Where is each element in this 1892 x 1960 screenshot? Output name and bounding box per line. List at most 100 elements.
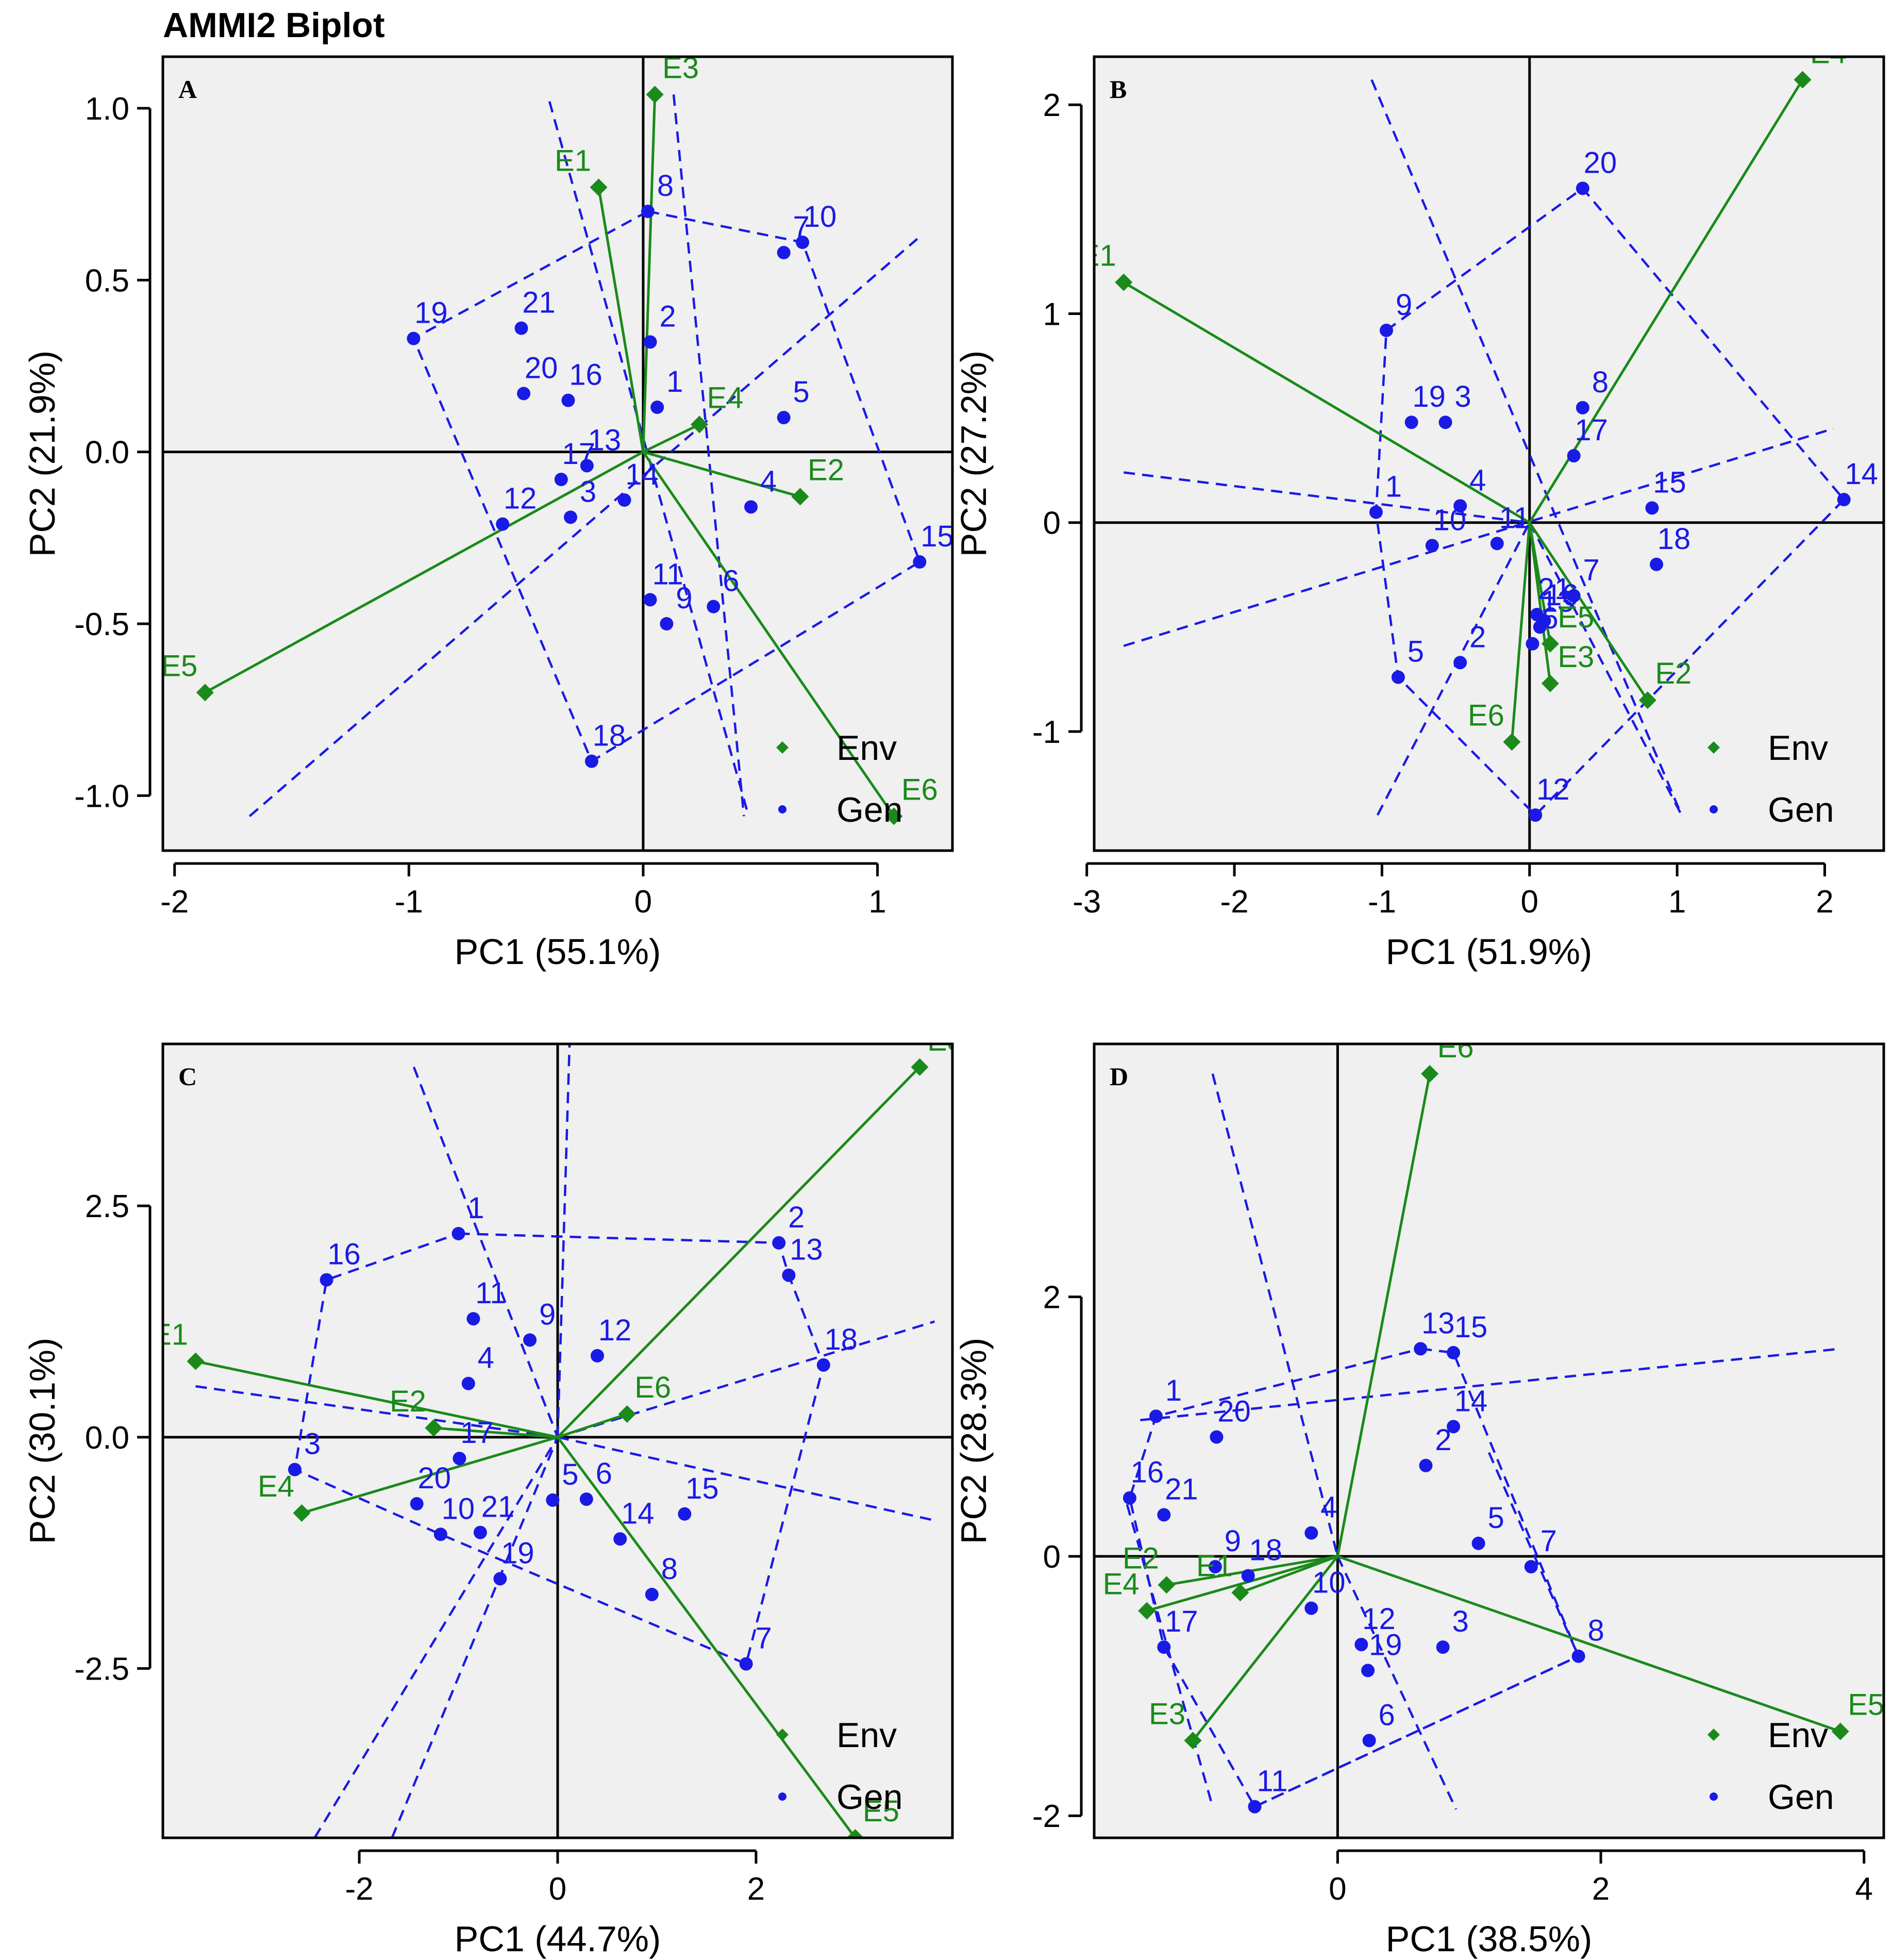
sector-ray-line [557, 1320, 935, 1438]
gen-label-9: 9 [539, 1298, 556, 1331]
gen-point-6 [707, 600, 721, 613]
gen-point-6 [1362, 1734, 1376, 1748]
gen-point-2 [1419, 1458, 1433, 1472]
sector-ray-line [1254, 1655, 1579, 1808]
x-tick-label: -2 [345, 1871, 374, 1907]
env-label-e4: E4 [1810, 37, 1847, 70]
y-tick-label: 1.0 [85, 91, 129, 127]
legend-gen-label: Gen [1768, 1778, 1834, 1817]
gen-point-3 [288, 1463, 302, 1476]
gen-label-14: 14 [1845, 457, 1878, 491]
gen-point-15 [678, 1507, 692, 1521]
gen-point-2 [772, 1236, 786, 1250]
gen-label-20: 20 [417, 1461, 451, 1495]
y-tick-label: 2.5 [85, 1189, 129, 1224]
env-point-e1 [590, 178, 608, 196]
gen-label-13: 13 [1541, 585, 1575, 618]
gen-point-5 [546, 1493, 560, 1507]
sector-ray-line [412, 1067, 559, 1438]
gen-label-18: 18 [825, 1323, 858, 1356]
sector-ray-line [391, 1436, 559, 1838]
y-tick-label: 2 [1043, 88, 1061, 123]
gen-label-10: 10 [442, 1492, 475, 1525]
gen-point-3 [564, 510, 578, 524]
x-tick-label: 2 [747, 1871, 765, 1907]
env-label-e6: E6 [1437, 1031, 1474, 1064]
gen-point-3 [1436, 1640, 1450, 1654]
x-tick-label: 2 [1816, 884, 1833, 920]
env-label-e3: E3 [1149, 1697, 1185, 1731]
gen-label-3: 3 [304, 1427, 321, 1461]
gen-label-11: 11 [475, 1276, 506, 1310]
gen-label-4: 4 [1469, 463, 1486, 497]
convex-hull-polygon [412, 210, 922, 763]
gen-point-18 [1241, 1569, 1255, 1583]
gen-label-18: 18 [1657, 522, 1691, 556]
gen-point-5 [777, 411, 791, 424]
sector-ray-line [1211, 1073, 1339, 1557]
env-point-e6 [1503, 733, 1521, 751]
gen-point-13 [580, 459, 594, 473]
gen-label-2: 2 [659, 300, 676, 333]
env-vector-line [642, 94, 657, 452]
x-tick-label: -2 [1220, 884, 1248, 920]
env-vector-line [556, 1436, 857, 1838]
legend-env-marker [776, 1729, 789, 1741]
gen-label-16: 16 [1131, 1456, 1164, 1489]
y-tick-label: 0.0 [85, 1420, 129, 1456]
gen-label-12: 12 [504, 482, 537, 516]
gen-label-4: 4 [1320, 1491, 1337, 1524]
x-tick-label: -1 [1368, 884, 1396, 920]
gen-point-18 [816, 1358, 830, 1372]
env-point-e4 [1138, 1602, 1156, 1620]
y-tick-label: -1 [1032, 715, 1061, 750]
sector-ray-line [1336, 1556, 1458, 1810]
y-tick-label: 0.0 [85, 435, 129, 471]
env-point-e3 [646, 86, 664, 104]
gen-point-16 [561, 393, 575, 407]
y-tick-label: -2.5 [74, 1652, 129, 1687]
env-vector-line [643, 451, 801, 498]
env-vector-line [1337, 1555, 1841, 1733]
gen-point-1 [451, 1226, 465, 1240]
gen-label-17: 17 [460, 1416, 494, 1450]
gen-label-7: 7 [756, 1622, 772, 1655]
gen-label-13: 13 [1421, 1306, 1455, 1340]
sector-ray-line [1126, 1504, 1214, 1807]
env-label-e2: E2 [808, 453, 844, 487]
sector-ray-line [672, 94, 745, 817]
x-axis-label: PC1 (38.5%) [1386, 1919, 1593, 1959]
x-tick-label: 0 [634, 884, 652, 920]
env-point-e6 [1421, 1065, 1439, 1083]
env-point-e3 [1541, 674, 1559, 692]
gen-point-4 [1304, 1526, 1318, 1540]
gen-label-12: 12 [1536, 773, 1570, 806]
gen-label-4: 4 [760, 464, 777, 498]
panel-letter: C [178, 1062, 197, 1091]
env-label-e1: E1 [1080, 239, 1116, 273]
env-label-e2: E2 [1655, 657, 1692, 690]
panel-border [1093, 55, 1885, 852]
env-vector-line [1192, 1555, 1339, 1741]
env-vector-line [557, 1066, 921, 1438]
gen-label-18: 18 [593, 719, 626, 753]
gen-point-8 [645, 1587, 659, 1601]
gen-point-1 [1369, 505, 1383, 519]
env-vector-line [433, 1426, 558, 1439]
gen-point-4 [1453, 499, 1467, 513]
gen-label-12: 12 [598, 1314, 632, 1347]
gen-label-8: 8 [1592, 366, 1609, 399]
env-vector-line [642, 423, 700, 453]
y-axis-label: PC2 (28.3%) [953, 1338, 994, 1544]
gen-point-21 [514, 321, 528, 335]
gen-point-8 [1571, 1649, 1585, 1663]
gen-label-17: 17 [562, 437, 596, 471]
env-label-e2: E2 [1123, 1541, 1159, 1575]
gen-point-2 [1453, 656, 1467, 670]
gen-point-16 [1123, 1491, 1136, 1505]
gen-label-16: 16 [327, 1238, 361, 1271]
env-label-e5: E5 [1558, 601, 1594, 634]
